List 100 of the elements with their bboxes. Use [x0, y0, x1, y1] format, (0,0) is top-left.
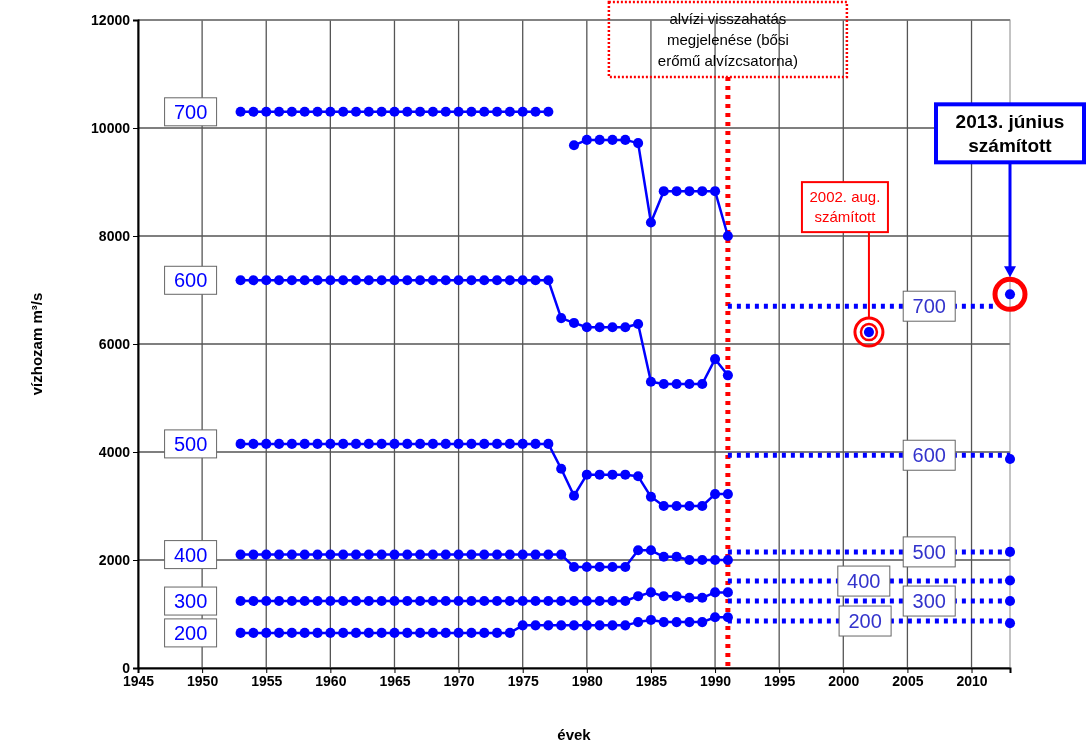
point: [556, 313, 567, 324]
point: [274, 549, 285, 560]
point: [697, 378, 708, 389]
point: [376, 549, 387, 560]
x-tick-label: 1995: [764, 672, 796, 689]
point: [710, 554, 721, 566]
point: [376, 627, 387, 638]
point: [645, 545, 656, 556]
point: [697, 592, 708, 603]
point: [633, 138, 644, 149]
point: [633, 591, 644, 602]
point: [722, 230, 733, 242]
point: [556, 596, 567, 607]
point: [402, 275, 413, 286]
y-tick-label: 8000: [98, 227, 131, 244]
point: [427, 549, 438, 560]
point: [530, 620, 541, 631]
point: [633, 318, 644, 330]
x-tick-label: 2000: [828, 672, 860, 689]
point: [492, 106, 503, 117]
point: [1004, 546, 1016, 557]
point: [338, 275, 349, 286]
point: [710, 612, 721, 623]
point: [427, 438, 438, 449]
point: [492, 275, 503, 286]
point: [633, 471, 644, 482]
x-tick-label: 2010: [956, 672, 988, 689]
point: [517, 596, 528, 607]
point: [350, 275, 362, 286]
point: [453, 596, 464, 607]
point: [697, 554, 708, 566]
point: [350, 438, 362, 449]
point: [376, 438, 387, 449]
point: [350, 106, 362, 117]
point: [479, 549, 490, 560]
point: [607, 134, 618, 145]
point: [671, 378, 682, 389]
point: [402, 596, 413, 607]
point: [440, 549, 451, 560]
point: [440, 275, 451, 286]
point: [492, 549, 503, 560]
point: [235, 596, 246, 607]
point: [389, 627, 400, 638]
point: [479, 106, 490, 117]
point: [312, 627, 323, 638]
point: [671, 591, 682, 602]
point: [581, 134, 592, 145]
point: [1004, 618, 1016, 629]
point: [568, 620, 580, 631]
x-tick-label: 1985: [635, 672, 668, 689]
point: [299, 275, 310, 286]
point: [299, 549, 310, 560]
point: [517, 438, 528, 449]
point: [235, 438, 246, 449]
series-label: 600: [173, 269, 208, 292]
annotation: 2013. június számított: [955, 111, 1065, 157]
y-tick-label: 2000: [98, 551, 131, 568]
point: [633, 617, 644, 628]
point: [299, 627, 310, 638]
point: [261, 549, 272, 560]
point: [402, 106, 413, 117]
point: [504, 275, 515, 286]
point: [402, 627, 413, 638]
point: [338, 106, 349, 117]
point: [466, 106, 477, 117]
point: [594, 561, 605, 573]
y-tick-label: 4000: [98, 443, 131, 460]
point: [274, 627, 285, 638]
point: [581, 469, 592, 480]
point: [415, 549, 426, 560]
point: [299, 596, 310, 607]
point: [415, 106, 426, 117]
x-tick-label: 1990: [699, 672, 732, 689]
point: [671, 617, 682, 628]
ref-line-label: alvízi visszahatás megjelenése (bősi erőmű alvízcsatorna): [657, 10, 798, 69]
point: [556, 620, 567, 631]
annotation: 2002. aug. számított: [809, 188, 881, 226]
point: [312, 549, 323, 560]
point: [530, 106, 541, 117]
point: [710, 186, 721, 197]
point: [363, 275, 374, 286]
point: [607, 469, 618, 480]
point: [312, 106, 323, 117]
annotation: 400: [847, 570, 881, 593]
point: [415, 596, 426, 607]
point: [376, 596, 387, 607]
point: [479, 438, 490, 449]
point: [543, 106, 554, 117]
point: [261, 106, 272, 117]
point: [453, 627, 464, 638]
point: [581, 561, 592, 573]
point: [274, 596, 285, 607]
point: [607, 596, 618, 607]
point: [248, 627, 259, 638]
point: [286, 549, 297, 560]
point: [440, 106, 451, 117]
point: [466, 596, 477, 607]
point: [312, 438, 323, 449]
point: [427, 106, 438, 117]
annotation: 700: [912, 295, 946, 318]
